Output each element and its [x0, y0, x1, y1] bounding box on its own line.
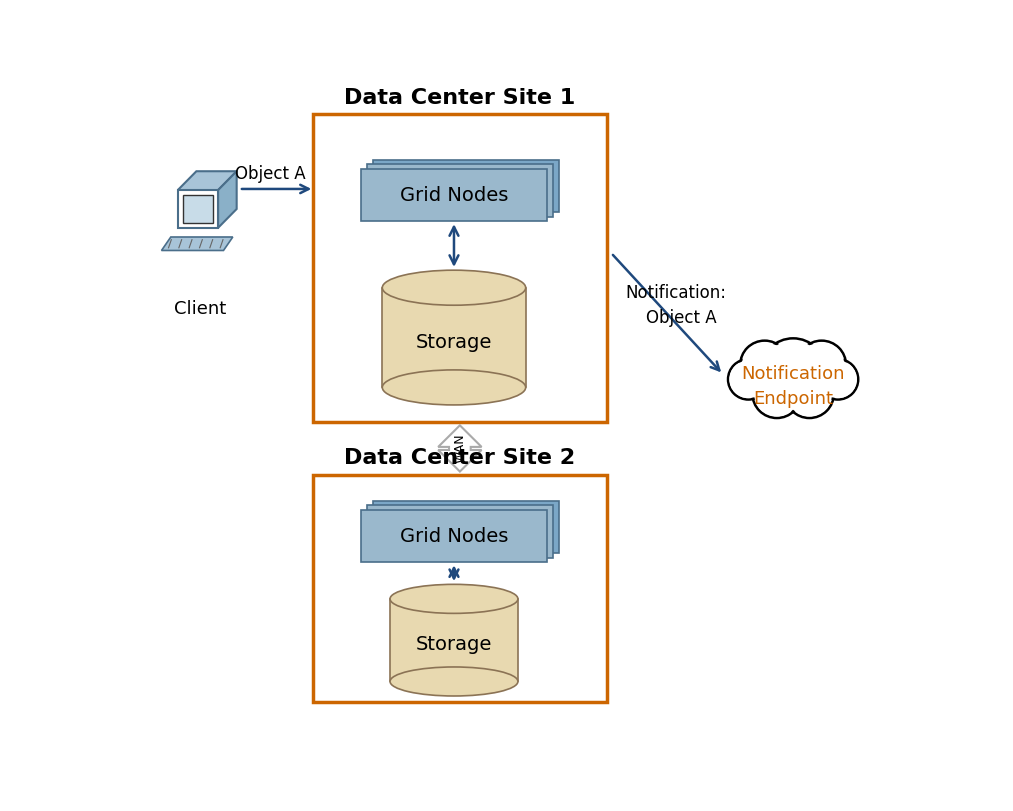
Bar	[382, 288, 526, 388]
FancyBboxPatch shape	[374, 160, 559, 212]
Circle shape	[799, 342, 844, 388]
Circle shape	[729, 361, 767, 398]
Circle shape	[753, 370, 801, 418]
Circle shape	[817, 359, 858, 400]
Polygon shape	[218, 171, 237, 228]
Text: Notification:
    Object A: Notification: Object A	[625, 284, 726, 327]
Text: Grid Nodes: Grid Nodes	[400, 186, 509, 204]
Circle shape	[819, 361, 857, 398]
Text: WAN: WAN	[454, 434, 466, 463]
Ellipse shape	[382, 370, 526, 405]
Text: Object A: Object A	[235, 165, 306, 182]
FancyBboxPatch shape	[367, 165, 553, 217]
Circle shape	[787, 371, 832, 416]
Bar	[391, 599, 518, 681]
Polygon shape	[439, 425, 481, 471]
Polygon shape	[177, 190, 218, 228]
Circle shape	[763, 341, 824, 401]
Circle shape	[754, 371, 799, 416]
Circle shape	[742, 342, 787, 388]
Circle shape	[728, 359, 769, 400]
Ellipse shape	[390, 667, 518, 696]
Circle shape	[797, 341, 846, 389]
FancyBboxPatch shape	[374, 501, 559, 553]
Ellipse shape	[390, 585, 518, 613]
Polygon shape	[182, 195, 214, 223]
FancyBboxPatch shape	[361, 169, 547, 221]
FancyBboxPatch shape	[313, 114, 607, 423]
FancyBboxPatch shape	[313, 474, 607, 702]
Ellipse shape	[382, 270, 526, 305]
Polygon shape	[161, 237, 233, 251]
Text: Client: Client	[174, 300, 226, 318]
Bar	[383, 288, 525, 388]
FancyBboxPatch shape	[361, 510, 547, 562]
Text: Data Center Site 2: Data Center Site 2	[344, 448, 575, 469]
Text: Grid Nodes: Grid Nodes	[400, 526, 509, 546]
Circle shape	[761, 338, 826, 403]
Text: Data Center Site 1: Data Center Site 1	[344, 88, 575, 108]
FancyBboxPatch shape	[367, 505, 553, 558]
Circle shape	[785, 370, 834, 418]
Bar	[390, 599, 518, 681]
Text: Storage: Storage	[415, 333, 492, 352]
Text: Storage: Storage	[415, 635, 492, 654]
Text: Notification
Endpoint: Notification Endpoint	[742, 365, 845, 408]
Polygon shape	[177, 171, 237, 190]
Circle shape	[741, 341, 789, 389]
